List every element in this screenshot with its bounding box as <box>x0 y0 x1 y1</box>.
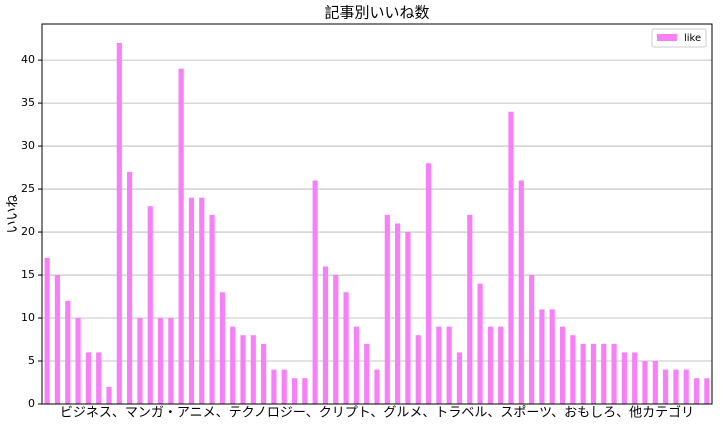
bar <box>209 214 215 404</box>
bar <box>683 369 689 404</box>
bar <box>395 223 401 404</box>
y-tick-label: 0 <box>28 397 35 410</box>
bar <box>199 197 205 404</box>
bar <box>44 257 50 404</box>
bar <box>137 318 143 404</box>
bar <box>621 352 627 404</box>
bar <box>291 378 298 404</box>
bar <box>271 369 277 404</box>
bar <box>498 326 504 404</box>
bar <box>85 352 91 404</box>
y-tick-label: 25 <box>21 182 35 195</box>
y-tick-label: 35 <box>21 96 35 109</box>
bar <box>333 275 339 404</box>
bar <box>518 180 524 404</box>
y-axis-label: いいね <box>6 194 21 233</box>
bar <box>632 352 638 404</box>
bar <box>343 292 349 404</box>
bar <box>415 335 421 404</box>
legend-swatch <box>657 34 677 41</box>
bar <box>157 318 164 404</box>
y-tick-label: 5 <box>28 354 35 367</box>
bar <box>487 326 493 404</box>
bar <box>261 343 267 404</box>
y-tick-label: 30 <box>21 139 35 152</box>
bar <box>467 214 473 404</box>
bar <box>168 318 174 404</box>
bar <box>116 42 122 404</box>
bar <box>75 318 81 404</box>
bar <box>663 369 669 404</box>
bar <box>590 343 597 404</box>
bar <box>188 197 195 404</box>
bar <box>219 292 225 404</box>
bar <box>96 352 102 404</box>
bar <box>436 326 442 404</box>
bar <box>405 232 411 404</box>
bar <box>364 343 370 404</box>
plot-frame <box>41 23 713 405</box>
bar <box>652 361 658 404</box>
bar <box>580 343 586 404</box>
legend-box <box>651 28 707 48</box>
bar <box>147 206 153 404</box>
bar <box>529 275 535 404</box>
y-tick-label: 40 <box>21 53 35 66</box>
bar <box>704 378 710 404</box>
bar <box>673 369 679 404</box>
bar <box>642 361 648 404</box>
y-tick-label: 10 <box>21 311 35 324</box>
bar <box>539 309 545 404</box>
bar <box>374 369 380 404</box>
bar <box>446 326 452 404</box>
bar <box>54 275 61 404</box>
bar <box>281 369 287 404</box>
bar <box>240 335 246 404</box>
bar <box>425 163 432 404</box>
bar <box>322 266 329 404</box>
bar <box>312 180 318 404</box>
bar <box>302 378 308 404</box>
bar <box>384 214 390 404</box>
bar <box>178 68 184 405</box>
bar <box>230 326 236 404</box>
bar <box>601 343 607 404</box>
legend-label: like <box>684 33 701 44</box>
y-tick-label: 15 <box>21 268 35 281</box>
bar <box>559 326 566 404</box>
bar <box>693 378 700 404</box>
bar <box>353 326 359 404</box>
bar <box>477 283 483 404</box>
bar <box>65 300 71 404</box>
bar <box>570 335 576 404</box>
bar <box>508 111 514 404</box>
bar <box>127 171 133 404</box>
bar <box>456 352 463 404</box>
bar <box>611 343 617 404</box>
bar <box>106 386 112 404</box>
x-axis-label: ビジネス、マンガ・アニメ、テクノロジー、クリプト、グルメ、トラベル、スポーツ、お… <box>60 405 694 421</box>
chart-title: 記事別いいね数 <box>324 4 429 22</box>
bar <box>250 335 256 404</box>
bar <box>549 309 555 404</box>
y-tick-label: 20 <box>21 225 35 238</box>
